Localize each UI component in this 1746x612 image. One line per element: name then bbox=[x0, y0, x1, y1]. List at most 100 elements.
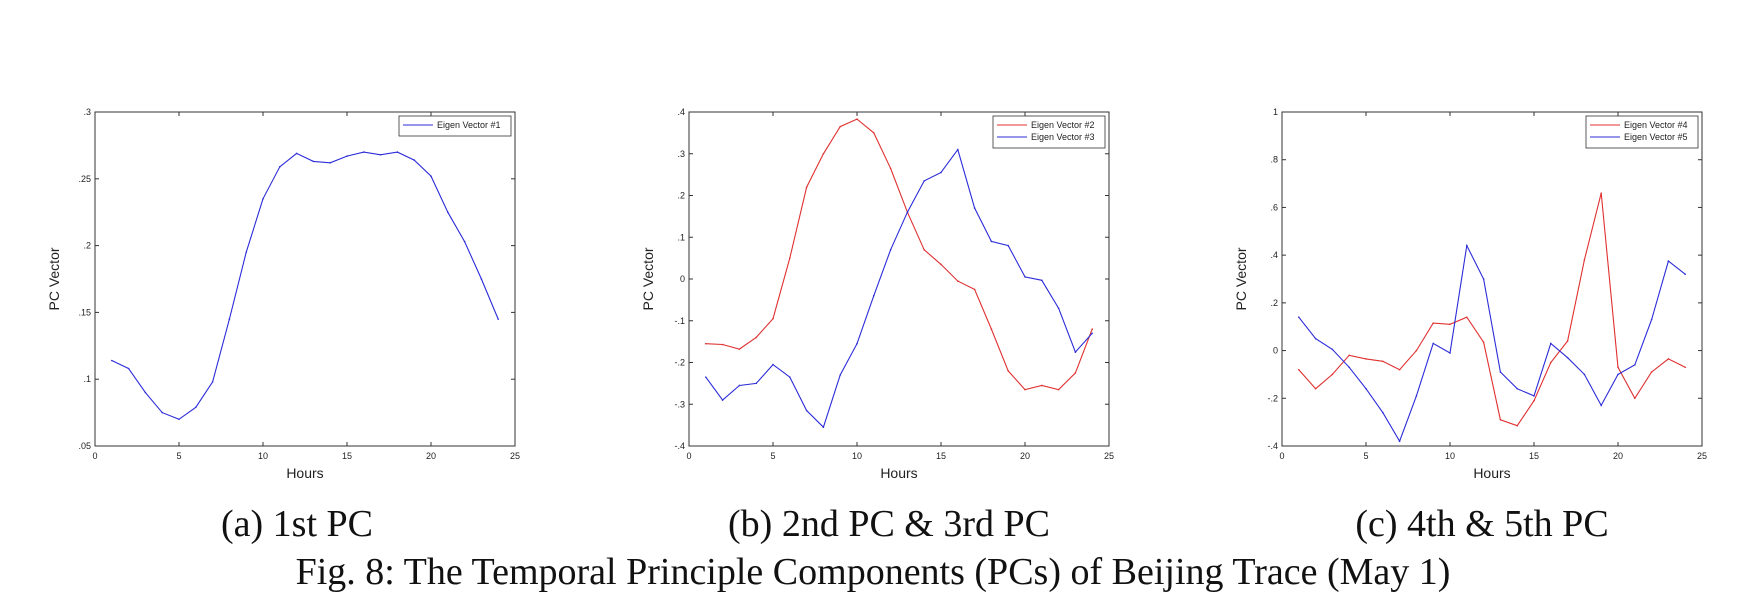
y-tick-label: .6 bbox=[1270, 202, 1278, 212]
data-point bbox=[1041, 279, 1043, 282]
data-point bbox=[839, 125, 841, 128]
legend-entry: Eigen Vector #5 bbox=[1624, 132, 1688, 142]
data-point bbox=[772, 363, 774, 366]
data-point bbox=[1667, 358, 1670, 360]
y-tick-label: -.3 bbox=[674, 399, 685, 409]
y-tick-label: .4 bbox=[1270, 250, 1278, 260]
data-point bbox=[1533, 395, 1535, 397]
y-tick: .05 bbox=[78, 441, 515, 451]
data-point bbox=[856, 342, 858, 345]
series-line-1 bbox=[705, 118, 1093, 391]
data-point bbox=[1007, 244, 1009, 247]
data-point bbox=[1482, 278, 1485, 280]
x-tick-label: 0 bbox=[686, 451, 691, 461]
data-point bbox=[363, 151, 365, 153]
chart-2nd-3rd-pc: 0 5 10 15 20 25 -.4 -.3 -.2 -.1 0 .1 .2 .3 .4 Hours PC V… bbox=[640, 107, 1114, 481]
x-tick-label: 5 bbox=[770, 451, 775, 461]
y-tick-label: .2 bbox=[1270, 298, 1278, 308]
y-tick-label: -.1 bbox=[674, 316, 685, 326]
y-tick: .2 bbox=[677, 191, 1109, 201]
data-point bbox=[1550, 361, 1552, 364]
y-tick: .4 bbox=[1270, 250, 1702, 260]
data-point bbox=[480, 278, 483, 280]
x-tick-label: 20 bbox=[1613, 451, 1623, 461]
data-point bbox=[1499, 418, 1502, 421]
x-tick: 20 bbox=[1020, 112, 1030, 461]
data-point bbox=[839, 374, 841, 376]
data-point bbox=[1650, 318, 1653, 321]
data-point bbox=[923, 180, 925, 182]
x-tick: 10 bbox=[258, 112, 268, 461]
legend: Eigen Vector #2 Eigen Vector #3 bbox=[992, 115, 1106, 149]
data-point bbox=[1348, 366, 1350, 369]
data-point bbox=[990, 328, 993, 330]
plot-area bbox=[688, 111, 1110, 447]
x-tick: 5 bbox=[1363, 112, 1369, 461]
data-point bbox=[1057, 388, 1060, 391]
data-point bbox=[295, 152, 298, 155]
data-point bbox=[1583, 259, 1586, 261]
data-point bbox=[1449, 352, 1451, 354]
data-point bbox=[738, 384, 741, 387]
data-point bbox=[1298, 368, 1300, 371]
data-point bbox=[1415, 349, 1418, 352]
data-point bbox=[447, 211, 449, 213]
data-point bbox=[211, 381, 214, 383]
y-tick: 0 bbox=[1273, 346, 1702, 356]
y-tick-label: 0 bbox=[1273, 346, 1278, 356]
data-point bbox=[973, 207, 976, 209]
data-point bbox=[755, 336, 757, 339]
data-point bbox=[906, 211, 909, 213]
x-axis-label: Hours bbox=[286, 465, 323, 481]
data-point bbox=[1516, 424, 1518, 427]
y-tick: .1 bbox=[83, 374, 515, 384]
data-point bbox=[990, 240, 993, 243]
data-point bbox=[1600, 192, 1602, 194]
y-tick: -.4 bbox=[1267, 441, 1702, 451]
y-tick: 0 bbox=[680, 274, 1109, 284]
y-tick-label: .8 bbox=[1270, 155, 1278, 165]
y-tick-label: .1 bbox=[83, 374, 91, 384]
data-point bbox=[279, 165, 281, 168]
data-point bbox=[1550, 342, 1552, 345]
data-point bbox=[396, 151, 399, 153]
data-point bbox=[1583, 373, 1586, 376]
y-axis-label: PC Vector bbox=[46, 247, 62, 310]
legend-entry: Eigen Vector #1 bbox=[437, 120, 501, 130]
data-point bbox=[789, 257, 791, 259]
data-point bbox=[721, 399, 724, 401]
legend: Eigen Vector #1 bbox=[398, 115, 512, 137]
data-point bbox=[1007, 370, 1009, 372]
y-tick: .2 bbox=[1270, 298, 1702, 308]
subcaption-b: (b) 2nd PC & 3rd PC bbox=[728, 503, 1050, 545]
y-tick: -.2 bbox=[674, 358, 1109, 368]
y-tick: -.4 bbox=[674, 441, 1109, 451]
x-tick: 15 bbox=[342, 112, 352, 461]
data-point bbox=[1684, 366, 1686, 369]
data-point bbox=[1432, 322, 1434, 324]
data-point bbox=[1566, 340, 1569, 342]
y-tick: -.2 bbox=[1267, 393, 1702, 403]
y-tick: 1 bbox=[1273, 107, 1702, 117]
plot-area bbox=[94, 111, 516, 447]
data-point bbox=[195, 406, 197, 409]
y-tick: .1 bbox=[677, 232, 1109, 242]
x-tick: 20 bbox=[1613, 112, 1623, 461]
x-tick-label: 20 bbox=[1020, 451, 1030, 461]
x-tick-label: 0 bbox=[1279, 451, 1284, 461]
data-point bbox=[1634, 397, 1636, 400]
data-point bbox=[973, 288, 976, 291]
x-tick: 0 bbox=[686, 112, 692, 461]
x-tick-label: 10 bbox=[852, 451, 862, 461]
data-point bbox=[856, 118, 858, 120]
data-point bbox=[245, 251, 247, 254]
x-tick: 10 bbox=[1445, 112, 1455, 461]
x-tick-label: 10 bbox=[1445, 451, 1455, 461]
data-point bbox=[755, 382, 757, 385]
x-tick: 5 bbox=[176, 112, 182, 461]
data-point bbox=[1499, 371, 1502, 373]
data-point bbox=[178, 418, 180, 421]
data-point bbox=[262, 198, 264, 200]
subcaption-a: (a) 1st PC bbox=[221, 503, 373, 545]
y-tick-label: 1 bbox=[1273, 107, 1278, 117]
